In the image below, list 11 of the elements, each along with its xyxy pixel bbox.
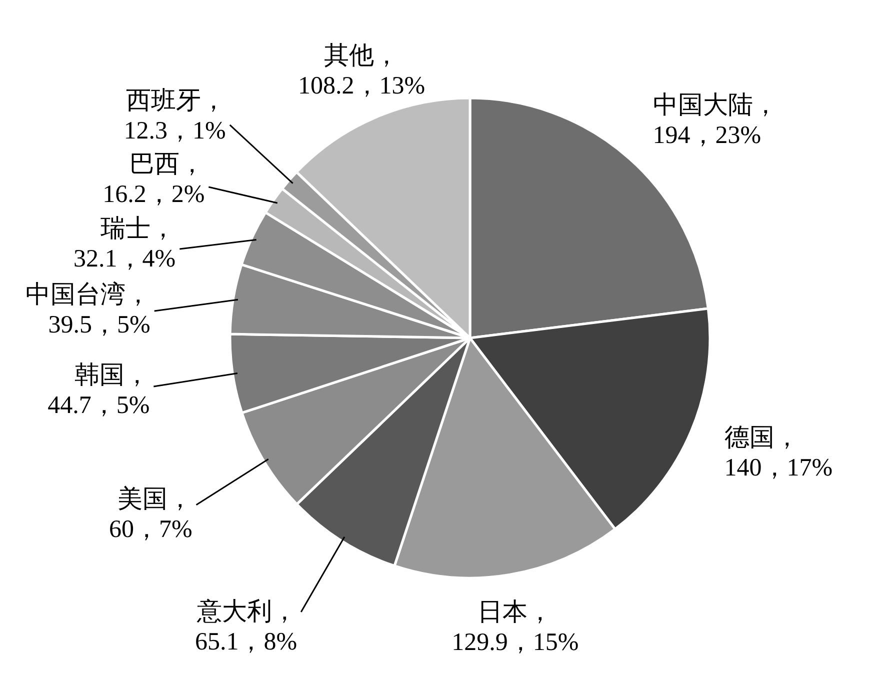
slice-label: 日本，129.9，15% — [452, 599, 579, 656]
slice-label: 其他，108.2，13% — [298, 42, 426, 100]
slice-label: 美国，60，7% — [108, 485, 192, 544]
slice-label: 中国台湾，39.5，5% — [25, 280, 150, 338]
slice-label: 意大利，65.1，8% — [194, 598, 298, 656]
slice-label: 巴西，16.2，2% — [102, 150, 205, 208]
slice-label: 瑞士，32.1，4% — [74, 215, 176, 272]
slice-label: 韩国，44.7，5% — [48, 362, 150, 419]
slice-label: 中国大陆，194，23% — [652, 92, 778, 150]
slice-label: 德国，140，17% — [724, 424, 833, 482]
slice-label: 西班牙，12.3，1% — [124, 87, 226, 144]
